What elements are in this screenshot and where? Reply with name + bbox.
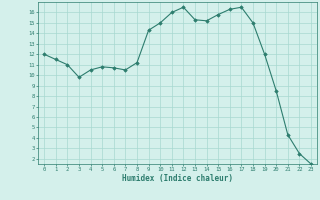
X-axis label: Humidex (Indice chaleur): Humidex (Indice chaleur)	[122, 174, 233, 183]
